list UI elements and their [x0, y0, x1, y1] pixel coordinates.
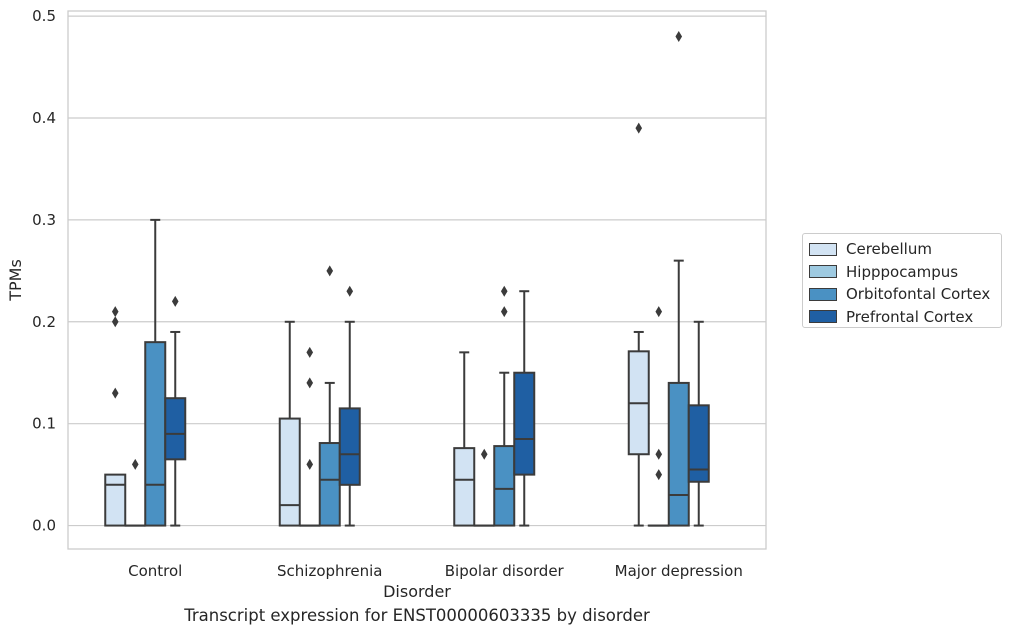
outlier-point — [500, 306, 508, 318]
x-tick-label: Major depression — [615, 562, 743, 580]
x-tick-label: Control — [128, 562, 182, 580]
box-hipppocampus — [298, 346, 321, 527]
box-body — [513, 371, 536, 476]
outlier-point — [635, 122, 643, 134]
box-orbitofontal-cortex — [667, 30, 690, 527]
x-axis-ticks: Control Schizophrenia Bipolar disorder Majo… — [128, 562, 743, 580]
y-axis-ticks: 0.0 0.1 0.2 0.3 0.4 0.5 — [32, 7, 56, 534]
legend-item: Hipppocampus — [809, 261, 1001, 284]
box-prefrontal-cortex — [513, 290, 536, 527]
outlier-point — [306, 377, 314, 389]
legend-label: Hipppocampus — [846, 262, 959, 281]
legend-swatch — [809, 265, 837, 279]
box-hipppocampus — [473, 448, 496, 527]
box-cerebellum — [627, 122, 650, 527]
outlier-point — [306, 458, 314, 470]
outlier-point — [326, 265, 334, 277]
x-axis-label: Disorder — [383, 582, 451, 601]
y-tick-label: 0.5 — [32, 7, 56, 25]
legend-label: Prefrontal Cortex — [846, 307, 974, 326]
legend-item: Orbitofontal Cortex — [809, 283, 1001, 306]
box-prefrontal-cortex — [338, 285, 361, 527]
box-orbitofontal-cortex — [318, 265, 341, 527]
box-body — [318, 442, 341, 527]
box-body — [453, 447, 476, 527]
y-axis-label: TPMs — [6, 259, 25, 302]
legend: Cerebellum Hipppocampus Orbitofontal Corte… — [802, 233, 1002, 328]
legend-swatch — [809, 310, 837, 324]
box-body — [493, 445, 516, 527]
box-body — [278, 417, 301, 527]
box-body — [144, 341, 167, 527]
outlier-point — [655, 306, 663, 318]
legend-label: Cerebellum — [846, 240, 932, 259]
y-tick-label: 0.0 — [32, 517, 56, 535]
plot-area-frame — [67, 10, 767, 550]
outlier-point — [171, 295, 179, 307]
box-body — [164, 397, 187, 461]
box-prefrontal-cortex — [687, 320, 710, 527]
figure-caption: Transcript expression for ENST0000060333… — [184, 606, 650, 625]
legend-swatch — [809, 242, 837, 256]
box-cerebellum — [453, 351, 476, 527]
box-orbitofontal-cortex — [493, 285, 516, 527]
y-tick-label: 0.2 — [32, 313, 56, 331]
box-body — [667, 381, 690, 527]
outlier-point — [346, 285, 354, 297]
outlier-point — [111, 387, 119, 399]
legend-item: Prefrontal Cortex — [809, 306, 1001, 329]
box-body — [338, 407, 361, 486]
y-tick-label: 0.4 — [32, 109, 56, 127]
box-orbitofontal-cortex — [144, 218, 167, 527]
outlier-point — [500, 285, 508, 297]
outlier-point — [655, 469, 663, 481]
x-tick-label: Schizophrenia — [277, 562, 382, 580]
outlier-point — [675, 30, 683, 42]
outlier-point — [655, 448, 663, 460]
y-tick-label: 0.3 — [32, 211, 56, 229]
legend-swatch — [809, 287, 837, 301]
box-cerebellum — [278, 320, 301, 527]
outlier-point — [111, 306, 119, 318]
outlier-point — [306, 346, 314, 358]
box-hipppocampus — [647, 306, 670, 527]
outlier-point — [480, 448, 488, 460]
legend-label: Orbitofontal Cortex — [846, 285, 991, 304]
outlier-point — [111, 316, 119, 328]
boxes — [104, 30, 710, 527]
box-plot-chart: 0.0 0.1 0.2 0.3 0.4 0.5 Control Schizophrenia B… — [6, 7, 767, 601]
box-body — [687, 404, 710, 483]
box-body — [104, 473, 127, 527]
box-cerebellum — [104, 306, 127, 527]
box-prefrontal-cortex — [164, 295, 187, 527]
outlier-point — [131, 458, 139, 470]
box-hipppocampus — [124, 458, 147, 527]
x-tick-label: Bipolar disorder — [445, 562, 565, 580]
y-tick-label: 0.1 — [32, 415, 56, 433]
legend-item: Cerebellum — [809, 238, 1001, 261]
